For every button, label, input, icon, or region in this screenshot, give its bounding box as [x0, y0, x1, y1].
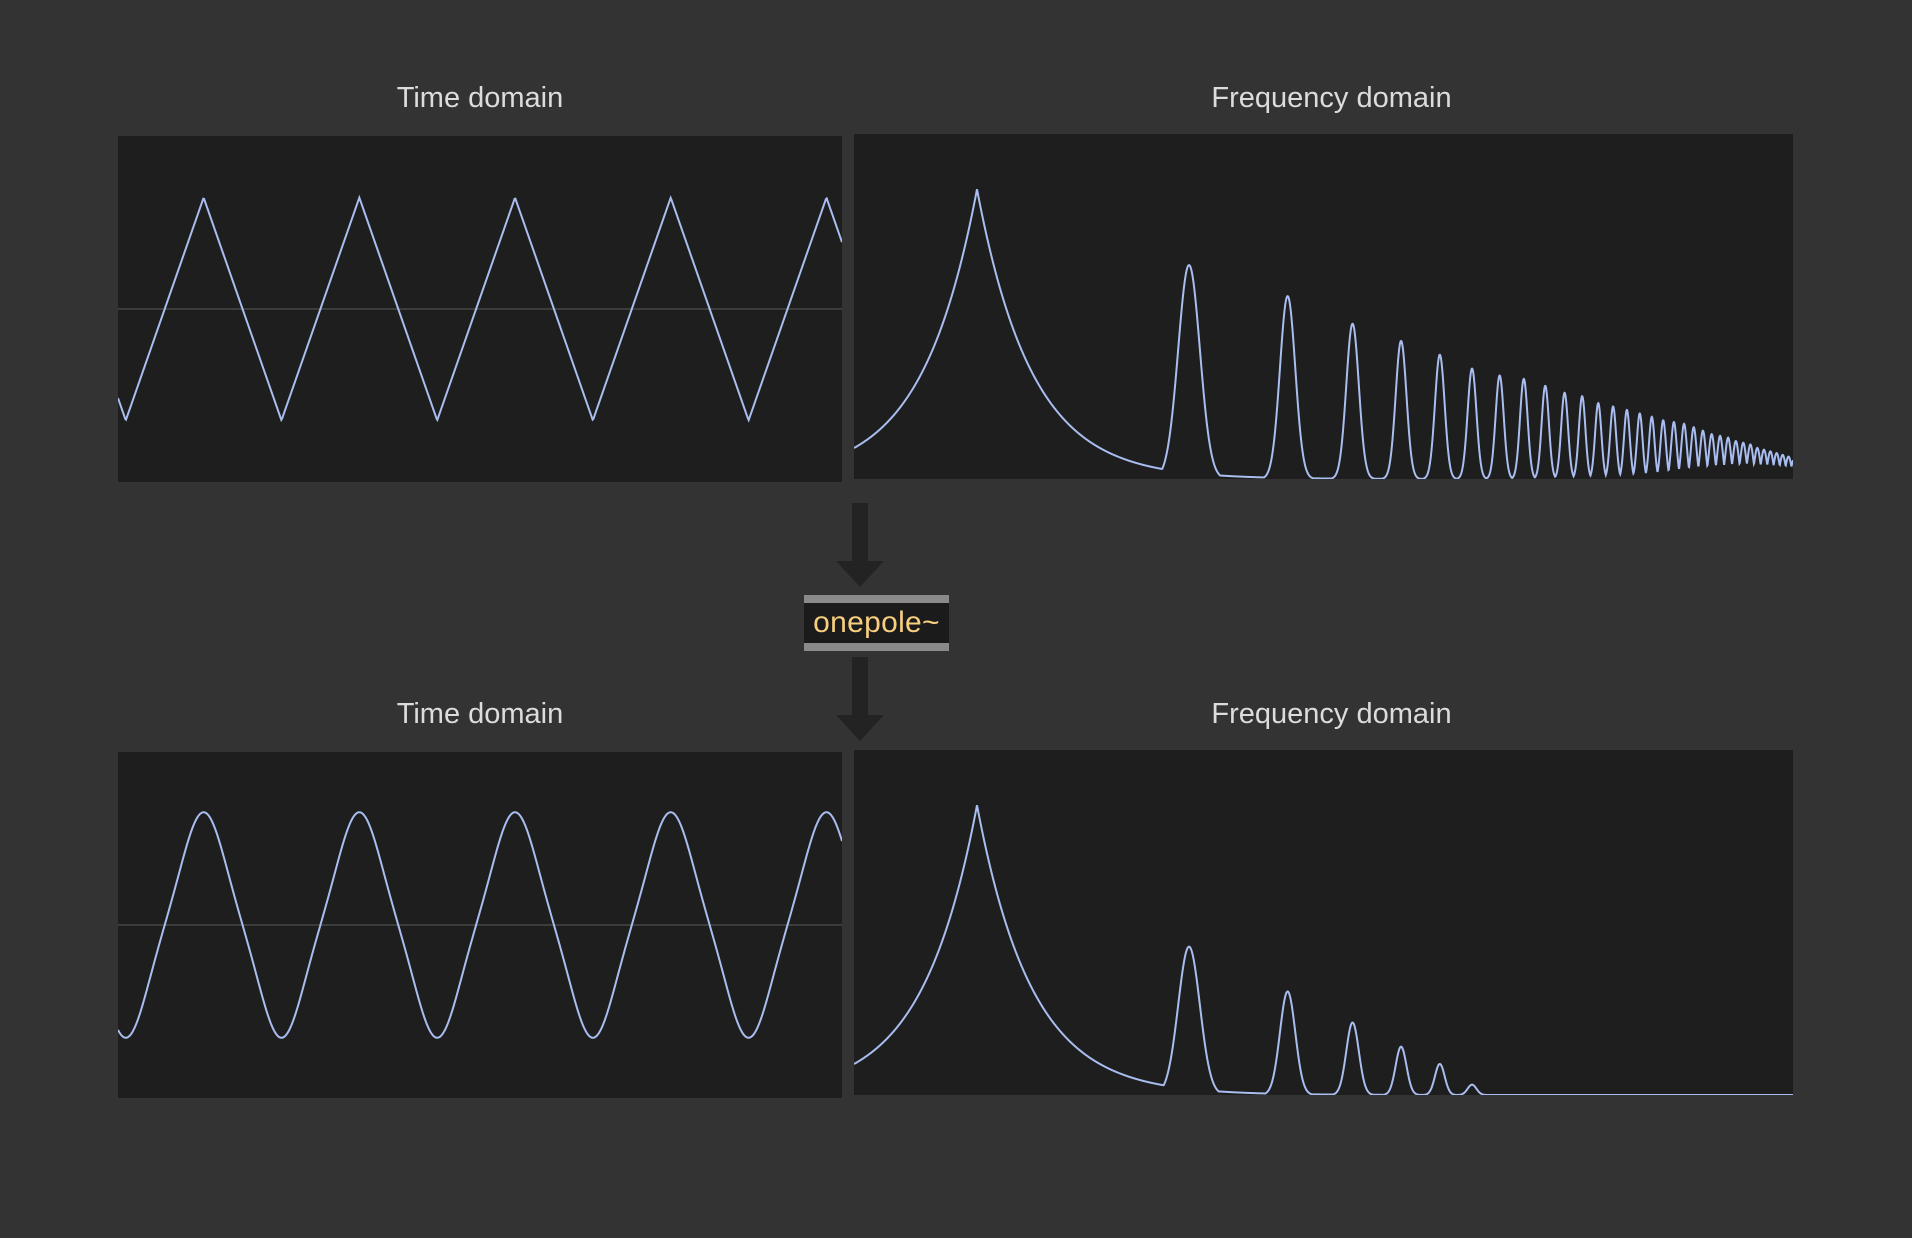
arrow-down-out-of-filter — [836, 657, 884, 741]
bottom-frequency-trace — [854, 805, 1793, 1095]
bottom-time-domain-scope[interactable] — [118, 752, 842, 1098]
bottom-time-chart — [118, 811, 842, 1039]
onepole-object-label: onepole~ — [813, 606, 940, 639]
bottom-time-trace — [118, 811, 842, 1039]
top-time-chart — [118, 194, 842, 423]
top-time-trace — [118, 194, 842, 423]
bottom-frequency-chart — [854, 805, 1793, 1095]
top-frequency-domain-scope[interactable] — [854, 134, 1793, 479]
top-time-domain-label: Time domain — [396, 82, 564, 114]
top-frequency-chart — [854, 189, 1793, 479]
bottom-time-domain-label: Time domain — [396, 698, 564, 730]
top-time-domain-scope[interactable] — [118, 136, 842, 482]
onepole-object[interactable]: onepole~ — [804, 595, 949, 651]
bottom-frequency-domain-scope[interactable] — [854, 750, 1793, 1095]
top-frequency-trace — [854, 189, 1793, 479]
top-frequency-domain-label: Frequency domain — [1211, 82, 1452, 114]
arrow-down-into-filter — [836, 503, 884, 587]
bottom-frequency-domain-label: Frequency domain — [1211, 698, 1452, 730]
